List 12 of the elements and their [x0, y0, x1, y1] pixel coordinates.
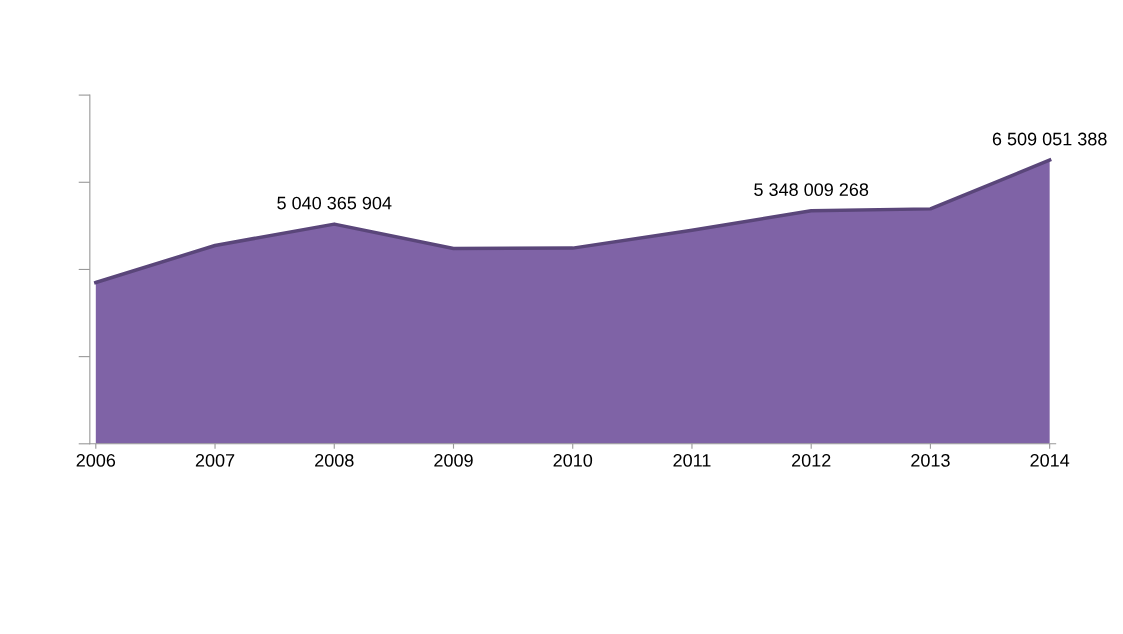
x-tick-label: 2012: [792, 454, 831, 467]
x-tick-label: 2011: [673, 454, 711, 467]
x-tick-label: 2007: [195, 454, 235, 467]
data-label: 5 040 365 904: [277, 196, 392, 210]
x-tick-label: 2009: [434, 454, 473, 467]
data-label: 5 348 009 268: [754, 183, 869, 197]
x-tick-label: 2006: [76, 454, 116, 467]
x-tick-label: 2008: [315, 454, 354, 467]
x-tick-label: 2010: [553, 454, 593, 467]
x-tick-label: 2014: [1030, 454, 1070, 467]
data-label: 6 509 051 388: [992, 132, 1107, 146]
x-tick-label: 2013: [911, 454, 950, 467]
